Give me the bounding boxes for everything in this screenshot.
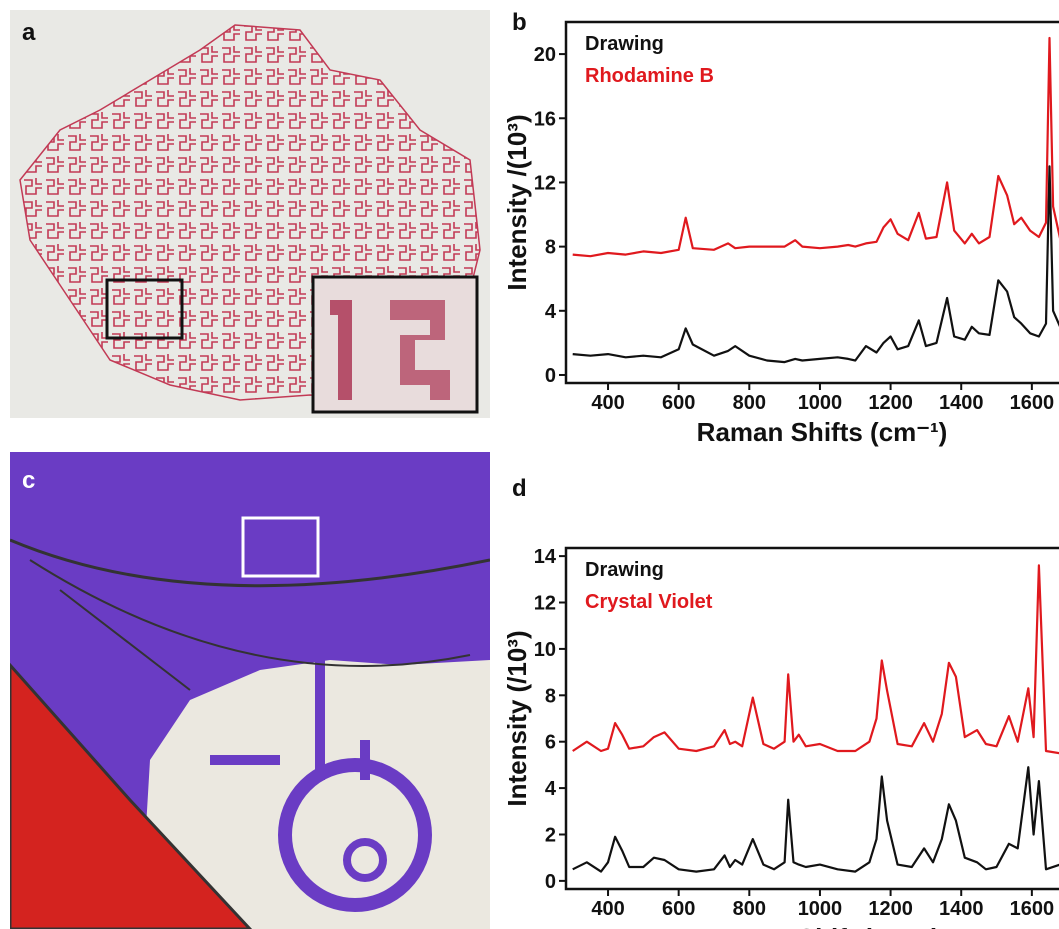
- y-tick-label: 4: [545, 301, 557, 323]
- x-tick-label: 1200: [868, 392, 913, 414]
- y-tick-label: 16: [534, 108, 556, 130]
- y-tick-label: 14: [534, 546, 557, 568]
- x-tick-label: 1000: [798, 392, 843, 414]
- y-tick-label: 8: [545, 685, 556, 707]
- y-tick-label: 12: [534, 172, 556, 194]
- spectrum-line: [573, 166, 1059, 362]
- page: abcd0481216204006008001000120014001600Ra…: [0, 0, 1059, 929]
- legend-label: Drawing: [585, 559, 664, 581]
- y-tick-label: 6: [545, 732, 556, 754]
- panel-label: c: [22, 467, 35, 494]
- figure: abcd0481216204006008001000120014001600Ra…: [0, 0, 1059, 929]
- x-tick-label: 1400: [939, 898, 984, 920]
- panel-label: b: [512, 9, 527, 36]
- y-tick-label: 0: [545, 871, 556, 893]
- x-tick-label: 1600: [1010, 392, 1055, 414]
- x-tick-label: 800: [733, 898, 766, 920]
- x-tick-label: 600: [662, 392, 695, 414]
- y-tick-label: 0: [545, 365, 556, 387]
- x-tick-label: 600: [662, 898, 695, 920]
- x-tick-label: 800: [733, 392, 766, 414]
- x-tick-label: 1600: [1010, 898, 1055, 920]
- panel-label: a: [22, 19, 36, 46]
- x-axis-label: Raman Shift (cm⁻¹): [704, 923, 940, 929]
- x-tick-label: 1200: [868, 898, 913, 920]
- panel-label: d: [512, 475, 527, 502]
- y-tick-label: 2: [545, 824, 556, 846]
- y-axis-label: Intensity (/10³): [502, 630, 532, 806]
- legend-label: Rhodamine B: [585, 65, 714, 87]
- photo-a: [10, 10, 490, 418]
- y-tick-label: 4: [545, 778, 557, 800]
- y-tick-label: 8: [545, 237, 556, 259]
- y-axis-label: Intensity /(10³): [502, 114, 532, 290]
- legend-label: Drawing: [585, 33, 664, 55]
- x-tick-label: 1400: [939, 392, 984, 414]
- x-tick-label: 1000: [798, 898, 843, 920]
- legend-label: Crystal Violet: [585, 591, 713, 613]
- y-tick-label: 10: [534, 639, 556, 661]
- spectrum-line: [573, 767, 1059, 871]
- x-tick-label: 400: [591, 898, 624, 920]
- y-tick-label: 12: [534, 593, 556, 615]
- photo-c: [10, 452, 490, 929]
- y-tick-label: 20: [534, 44, 556, 66]
- x-tick-label: 400: [591, 392, 624, 414]
- x-axis-label: Raman Shifts (cm⁻¹): [697, 417, 948, 447]
